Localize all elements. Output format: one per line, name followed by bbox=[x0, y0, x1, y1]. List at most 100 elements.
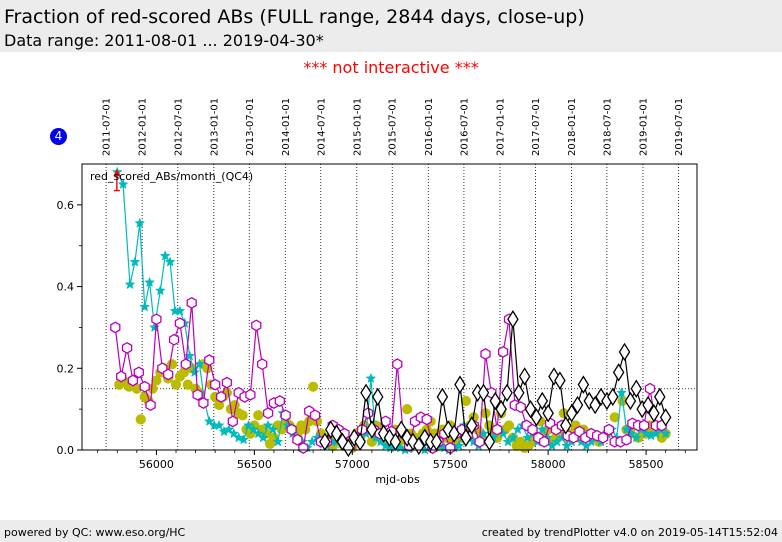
y-tick-label: 0.4 bbox=[57, 281, 75, 294]
data-point bbox=[272, 436, 284, 447]
date-tick-label: 2018-07-01 bbox=[602, 98, 613, 156]
data-point bbox=[609, 412, 620, 423]
data-point bbox=[497, 345, 509, 358]
x-tick-label: 58000 bbox=[531, 458, 566, 471]
footer-created-by: created by trendPlotter v4.0 on 2019-05-… bbox=[481, 526, 778, 539]
data-point bbox=[267, 423, 279, 435]
page-title: Fraction of red-scored ABs (FULL range, … bbox=[4, 6, 585, 28]
data-point bbox=[213, 419, 225, 431]
x-tick-label: 56500 bbox=[237, 458, 272, 471]
data-point bbox=[536, 391, 549, 411]
data-point bbox=[644, 382, 656, 395]
data-point bbox=[630, 379, 643, 398]
data-point bbox=[436, 387, 449, 407]
data-point bbox=[280, 409, 291, 422]
data-point bbox=[621, 433, 632, 446]
series-line bbox=[116, 171, 667, 451]
date-tick-label: 2016-01-01 bbox=[424, 98, 435, 156]
data-point bbox=[527, 423, 538, 436]
data-point bbox=[154, 285, 166, 296]
date-tick-label: 2019-01-01 bbox=[638, 98, 649, 156]
data-point bbox=[116, 370, 127, 383]
axes bbox=[77, 163, 698, 455]
data-point bbox=[365, 372, 377, 384]
data-point bbox=[133, 366, 144, 379]
data-point bbox=[308, 381, 319, 392]
data-point bbox=[460, 428, 472, 447]
data-point bbox=[392, 358, 403, 371]
data-point bbox=[174, 317, 186, 330]
data-point bbox=[492, 423, 503, 436]
date-tick-label: 2012-07-01 bbox=[173, 98, 184, 156]
data-point bbox=[204, 354, 215, 367]
data-point bbox=[164, 256, 176, 267]
data-point bbox=[252, 428, 264, 439]
data-point bbox=[262, 419, 274, 431]
data-point bbox=[465, 416, 478, 435]
data-point bbox=[507, 310, 519, 329]
data-point bbox=[371, 387, 384, 407]
x-tick-label: 57000 bbox=[335, 458, 370, 471]
data-series bbox=[110, 166, 672, 458]
trend-chart: 2011-07-01 2012-01-01 2012-07-01 2013-01-01… bbox=[57, 98, 698, 486]
data-point bbox=[198, 397, 209, 409]
data-point bbox=[638, 419, 650, 432]
date-tick-label: 2015-01-01 bbox=[352, 98, 363, 156]
data-point bbox=[454, 375, 466, 394]
data-point bbox=[151, 313, 162, 326]
y-tick-label: 0.2 bbox=[57, 362, 75, 375]
footer-powered-by: powered by QC: www.eso.org/HC bbox=[4, 526, 186, 539]
data-point bbox=[495, 399, 507, 419]
data-point bbox=[402, 404, 413, 415]
outlier-arrow bbox=[113, 169, 121, 177]
data-point bbox=[507, 432, 519, 443]
data-point bbox=[577, 375, 590, 394]
data-point bbox=[243, 419, 254, 431]
date-tick-label: 2016-07-01 bbox=[459, 98, 470, 156]
data-point bbox=[145, 399, 156, 412]
x-tick-label: 57500 bbox=[433, 458, 468, 471]
date-tick-label: 2012-01-01 bbox=[138, 98, 149, 156]
series-star bbox=[111, 166, 672, 455]
data-range-subtitle: Data range: 2011-08-01 ... 2019-04-30* bbox=[4, 31, 324, 50]
data-point bbox=[524, 399, 537, 419]
data-point bbox=[174, 305, 186, 316]
data-point bbox=[659, 408, 672, 427]
data-point bbox=[238, 434, 249, 445]
x-tick-label: 58500 bbox=[629, 458, 664, 471]
x-tick-label: 56000 bbox=[139, 458, 174, 471]
data-point bbox=[144, 276, 155, 288]
data-point bbox=[342, 438, 355, 458]
data-point bbox=[612, 363, 625, 382]
x-axis-label: mjd-obs bbox=[375, 473, 420, 486]
data-point bbox=[366, 420, 378, 439]
data-point bbox=[227, 415, 238, 428]
data-point bbox=[630, 432, 642, 443]
plot-frame bbox=[81, 163, 698, 451]
data-point bbox=[184, 350, 196, 361]
data-point bbox=[603, 423, 615, 436]
data-point bbox=[135, 414, 146, 425]
date-tick-label: 2014-01-01 bbox=[281, 98, 292, 156]
data-point bbox=[554, 371, 566, 390]
series-diamond bbox=[319, 310, 672, 458]
data-point bbox=[597, 431, 609, 444]
date-tick-label: 2013-01-01 bbox=[209, 98, 220, 156]
data-point bbox=[221, 376, 233, 389]
data-point bbox=[474, 435, 485, 448]
data-point bbox=[189, 366, 201, 377]
date-tick-label: 2017-01-01 bbox=[495, 98, 506, 156]
data-point bbox=[210, 378, 221, 391]
data-point bbox=[257, 432, 269, 443]
data-point bbox=[168, 333, 180, 346]
data-point bbox=[660, 428, 672, 439]
data-point bbox=[149, 321, 160, 333]
data-point bbox=[182, 379, 193, 390]
data-point bbox=[251, 319, 262, 332]
data-point bbox=[180, 358, 191, 371]
data-point bbox=[530, 408, 543, 427]
data-point bbox=[480, 348, 491, 360]
data-point bbox=[616, 387, 627, 398]
date-tick-label: 2011-07-01 bbox=[102, 98, 113, 156]
data-point bbox=[139, 301, 151, 312]
